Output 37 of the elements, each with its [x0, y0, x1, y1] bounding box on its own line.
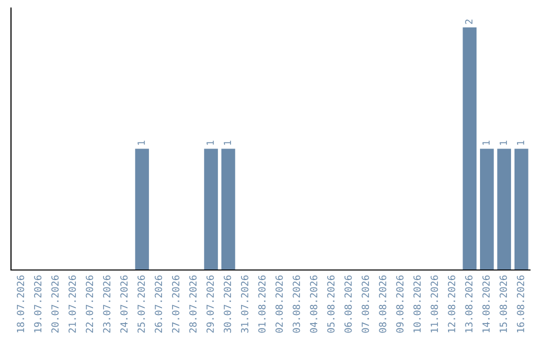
- x-tick-label: 10.08.2026: [413, 275, 421, 332]
- x-tick-label: 27.07.2026: [172, 275, 180, 333]
- x-tick-label: 25.07.2026: [138, 275, 145, 333]
- x-tick-label: 01.08.2026: [258, 275, 266, 333]
- x-tick-label: 18.07.2026: [16, 275, 24, 332]
- x-tick-label: 02.08.2026: [275, 275, 283, 333]
- x-tick-label: 08.08.2026: [378, 275, 386, 333]
- x-tick-label: 28.07.2026: [189, 275, 197, 333]
- x-tick-label: 03.08.2026: [292, 275, 300, 333]
- data-label: 1: [517, 140, 524, 145]
- x-tick-label: 24.07.2026: [120, 275, 128, 333]
- x-tick-label: 19.07.2026: [34, 275, 42, 332]
- x-tick-label: 26.07.2026: [154, 275, 162, 333]
- x-tick-label: 20.07.2026: [51, 275, 59, 333]
- x-tick-label: 13.08.2026: [465, 275, 472, 332]
- x-tick-label: 14.08.2026: [482, 275, 490, 332]
- x-tick-label: 07.08.2026: [362, 275, 370, 333]
- data-label: 1: [206, 140, 214, 145]
- x-tick-label: 29.07.2026: [206, 275, 214, 333]
- x-tick-label: 23.07.2026: [103, 275, 110, 333]
- data-label: 1: [482, 140, 490, 145]
- data-label: 1: [224, 140, 231, 145]
- x-tick-label: 15.08.2026: [500, 275, 507, 332]
- x-tick-label: 04.08.2026: [310, 275, 318, 333]
- data-label: 1: [500, 140, 507, 145]
- x-tick-label: 21.07.2026: [68, 275, 76, 333]
- x-tick-label: 11.08.2026: [430, 275, 438, 332]
- x-tick-label: 22.07.2026: [86, 275, 94, 333]
- x-tick-label: 05.08.2026: [327, 275, 335, 333]
- x-tick-label: 30.07.2026: [224, 275, 232, 333]
- x-tick-label: 31.07.2026: [240, 275, 248, 333]
- x-tick-label: 06.08.2026: [344, 275, 352, 333]
- data-label: 1: [138, 140, 145, 145]
- x-tick-label: 16.08.2026: [516, 275, 524, 332]
- data-label: 2: [465, 20, 472, 24]
- x-tick-label: 12.08.2026: [448, 275, 456, 332]
- x-tick-label: 09.08.2026: [396, 275, 404, 333]
